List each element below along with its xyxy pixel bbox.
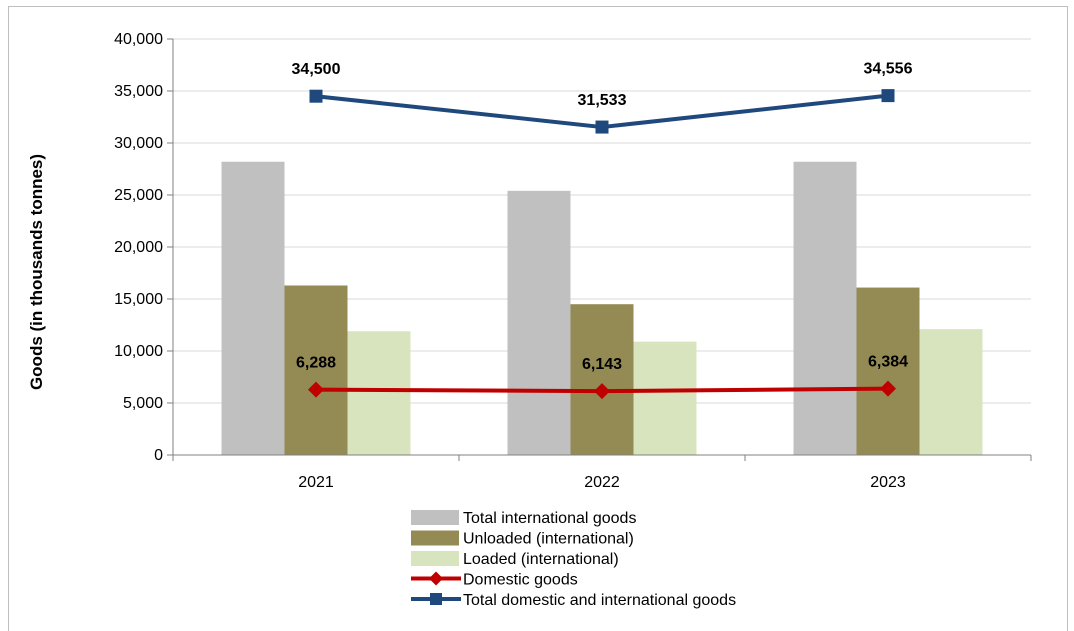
data-label: 34,500 <box>292 61 341 78</box>
bars <box>221 161 983 455</box>
legend-label: Loaded (international) <box>463 551 619 568</box>
line-marker <box>309 89 323 103</box>
line-marker <box>594 383 610 400</box>
y-tick-label: 25,000 <box>114 187 163 204</box>
y-tick-label: 30,000 <box>114 135 163 152</box>
y-tick-label: 40,000 <box>114 31 163 48</box>
bar <box>347 331 411 455</box>
x-tick-label: 2023 <box>870 474 906 491</box>
legend-label: Domestic goods <box>463 572 578 589</box>
data-labels: 6,288 6,143 6,384 34,500 31,533 34,556 <box>292 61 913 373</box>
line-marker <box>308 381 324 398</box>
bar <box>507 190 571 455</box>
bar <box>570 304 634 455</box>
bar <box>221 161 285 455</box>
bar <box>633 341 697 455</box>
y-tick-label: 10,000 <box>114 343 163 360</box>
y-tick-label: 35,000 <box>114 83 163 100</box>
bar <box>284 285 348 455</box>
lines <box>308 89 896 400</box>
legend-label: Unloaded (international) <box>463 531 634 548</box>
y-tick-label: 15,000 <box>114 291 163 308</box>
bar <box>856 287 920 455</box>
data-label: 31,533 <box>578 92 627 109</box>
y-tick-label: 0 <box>154 447 163 464</box>
line-marker <box>595 120 609 134</box>
legend-swatch <box>411 530 459 546</box>
legend-label: Total international goods <box>463 510 636 527</box>
data-label: 34,556 <box>864 61 913 78</box>
y-axis-title: Goods (in thousands tonnes) <box>27 154 46 390</box>
line-marker <box>881 89 895 103</box>
bar <box>793 161 857 455</box>
data-label: 6,384 <box>868 354 908 371</box>
legend: Total international goods Unloaded (inter… <box>411 510 736 609</box>
bar <box>919 329 983 455</box>
legend-marker <box>429 571 443 586</box>
x-tick-label: 2022 <box>584 474 620 491</box>
y-tick-label: 20,000 <box>114 239 163 256</box>
data-label: 6,143 <box>582 356 622 373</box>
legend-swatch <box>411 551 459 566</box>
legend-label: Total domestic and international goods <box>463 592 736 609</box>
x-tick-label: 2021 <box>298 474 334 491</box>
data-label: 6,288 <box>296 355 336 372</box>
line-marker <box>880 380 896 397</box>
axes: 0 5,000 10,000 15,000 20,000 25,000 30,000 35,0… <box>114 31 1032 491</box>
y-tick-label: 5,000 <box>123 395 163 412</box>
legend-marker <box>430 593 442 605</box>
legend-swatch <box>411 510 459 525</box>
chart-frame <box>8 6 1068 631</box>
